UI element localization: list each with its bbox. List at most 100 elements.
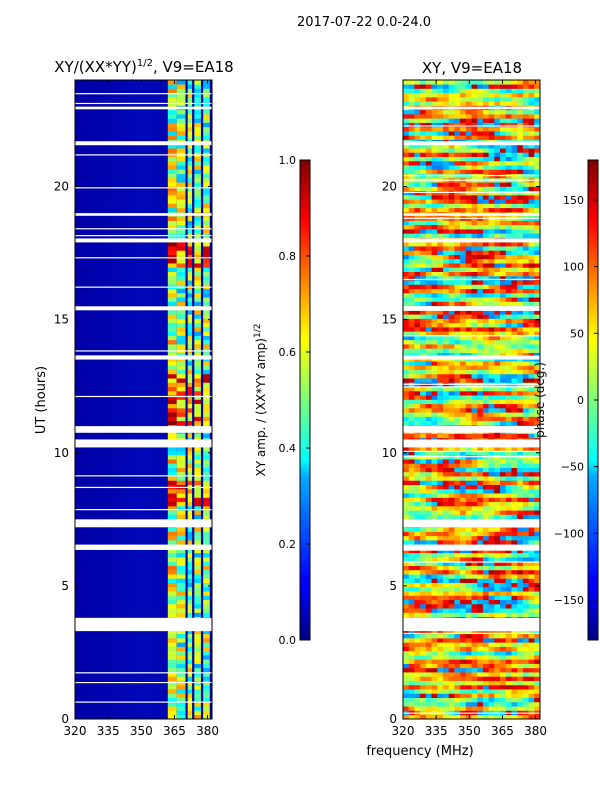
y-tick-label: 0: [389, 712, 397, 726]
phase-cell: [460, 680, 467, 686]
phase-cell: [511, 672, 518, 677]
phase-cell: [482, 195, 489, 200]
phase-cell: [534, 408, 541, 413]
amp-cell: [203, 676, 210, 681]
phase-cell: [511, 88, 518, 94]
phase-cell: [420, 126, 427, 132]
phase-cell: [500, 497, 507, 503]
phase-cell: [454, 693, 461, 698]
phase-cell: [425, 386, 432, 392]
phase-cell: [488, 488, 495, 494]
phase-cell: [425, 527, 432, 532]
phase-cell: [471, 561, 478, 566]
phase-cell: [488, 633, 495, 639]
phase-cell: [414, 229, 421, 234]
phase-cell: [488, 361, 495, 366]
phase-cell: [403, 271, 410, 277]
phase-cell: [477, 229, 484, 234]
phase-cell: [505, 160, 512, 166]
phase-cell: [448, 327, 455, 332]
phase-cell: [442, 646, 449, 652]
phase-cell: [431, 540, 438, 545]
phase-cell: [471, 403, 478, 409]
phase-cell: [403, 335, 410, 341]
data-gap: [75, 306, 212, 311]
amp-cell: [187, 122, 193, 128]
amp-cell: [194, 280, 201, 285]
phase-cell: [460, 459, 467, 464]
phase-cell: [477, 390, 484, 396]
amp-cell: [194, 254, 201, 260]
phase-cell: [425, 246, 432, 251]
phase-cell: [471, 629, 478, 635]
amp-cell: [203, 126, 210, 132]
phase-cell: [448, 293, 455, 298]
phase-cell: [454, 156, 461, 162]
phase-cell: [488, 569, 495, 575]
phase-cell: [517, 574, 524, 579]
phase-cell: [403, 263, 410, 268]
amp-cell: [194, 156, 201, 162]
phase-cell: [511, 531, 518, 537]
phase-cell: [477, 488, 484, 494]
phase-cell: [431, 412, 438, 417]
amp-cell: [203, 331, 210, 336]
phase-cell: [403, 552, 410, 558]
phase-cell: [488, 97, 495, 102]
phase-cell: [431, 327, 438, 332]
phase-cell: [482, 246, 489, 251]
phase-cell: [408, 540, 415, 545]
phase-cell: [471, 365, 478, 370]
phase-cell: [511, 156, 518, 162]
phase-cell: [511, 186, 518, 192]
phase-cell: [431, 314, 438, 319]
phase-cell: [488, 510, 495, 515]
phase-cell: [408, 497, 415, 503]
phase-cell: [414, 561, 421, 566]
phase-cell: [403, 471, 410, 477]
amp-cell: [176, 454, 186, 460]
phase-cell: [437, 506, 444, 511]
phase-cell: [505, 599, 512, 605]
amp-cell: [167, 80, 177, 85]
phase-cell: [431, 557, 438, 562]
phase-cell: [420, 199, 427, 204]
phase-cell: [442, 595, 449, 601]
phase-cell: [431, 650, 438, 656]
amp-cell: [176, 365, 186, 370]
phase-cell: [465, 246, 472, 251]
amp-cell: [194, 314, 201, 319]
amp-cell: [187, 386, 193, 392]
phase-cell: [522, 288, 529, 294]
phase-cell: [448, 373, 455, 379]
phase-cell: [420, 501, 427, 507]
amp-cell: [176, 80, 186, 85]
amp-cell: [194, 565, 201, 571]
phase-cell: [482, 390, 489, 396]
phase-cell: [437, 301, 444, 307]
phase-cell: [431, 246, 438, 251]
phase-cell: [534, 527, 541, 532]
phase-cell: [448, 557, 455, 562]
phase-cell: [477, 467, 484, 473]
phase-cell: [420, 459, 427, 464]
data-gap: [75, 617, 212, 632]
phase-cell: [505, 497, 512, 503]
phase-cell: [437, 390, 444, 396]
phase-cell: [522, 148, 529, 153]
phase-cell: [431, 203, 438, 209]
amp-cell: [187, 603, 193, 609]
phase-cell: [482, 80, 489, 85]
phase-cell: [431, 207, 438, 213]
phase-cell: [477, 459, 484, 464]
phase-cell: [522, 506, 529, 511]
phase-cell: [465, 578, 472, 583]
phase-cell: [460, 663, 467, 669]
phase-cell: [465, 369, 472, 375]
amp-cell: [194, 595, 201, 601]
phase-cell: [534, 629, 541, 635]
amp-cell: [203, 361, 210, 366]
phase-cell: [477, 659, 484, 664]
amp-cell: [187, 459, 193, 464]
phase-cell: [414, 514, 421, 520]
